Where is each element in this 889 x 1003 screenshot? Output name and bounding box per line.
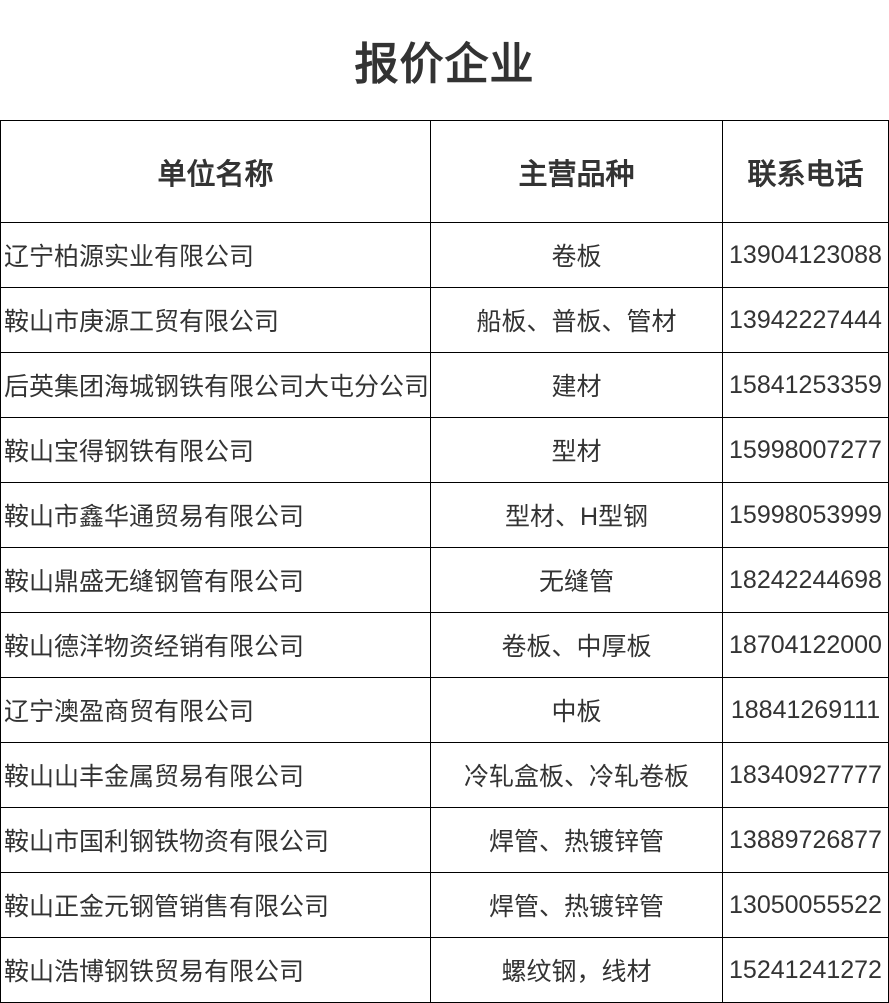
phone-cell: 15241241272 [722,937,889,1003]
company-name-cell: 鞍山山丰金属贸易有限公司 [0,742,431,808]
table-row: 鞍山浩博钢铁贸易有限公司 螺纹钢，线材 15241241272 [0,937,889,1003]
phone-cell: 18340927777 [722,742,889,808]
company-name-cell: 鞍山市鑫华通贸易有限公司 [0,482,431,548]
products-cell: 型材 [430,417,723,483]
table-body: 辽宁柏源实业有限公司 卷板 13904123088 鞍山市庚源工贸有限公司 船板… [0,222,889,1003]
table-row: 鞍山市鑫华通贸易有限公司 型材、H型钢 15998053999 [0,482,889,548]
column-header-company: 单位名称 [0,120,431,223]
phone-cell: 13942227444 [722,287,889,353]
products-cell: 卷板、中厚板 [430,612,723,678]
company-name-cell: 鞍山鼎盛无缝钢管有限公司 [0,547,431,613]
column-header-products: 主营品种 [430,120,723,223]
table-row: 鞍山德洋物资经销有限公司 卷板、中厚板 18704122000 [0,612,889,678]
phone-cell: 15998053999 [722,482,889,548]
company-name-cell: 鞍山宝得钢铁有限公司 [0,417,431,483]
table-row: 鞍山市国利钢铁物资有限公司 焊管、热镀锌管 13889726877 [0,807,889,873]
company-name-cell: 辽宁柏源实业有限公司 [0,222,431,288]
phone-cell: 18704122000 [722,612,889,678]
phone-cell: 15841253359 [722,352,889,418]
phone-cell: 15998007277 [722,417,889,483]
company-name-cell: 鞍山德洋物资经销有限公司 [0,612,431,678]
table-row: 辽宁澳盈商贸有限公司 中板 18841269111 [0,677,889,743]
products-cell: 焊管、热镀锌管 [430,872,723,938]
products-cell: 卷板 [430,222,723,288]
phone-cell: 13889726877 [722,807,889,873]
company-name-cell: 辽宁澳盈商贸有限公司 [0,677,431,743]
table-row: 鞍山市庚源工贸有限公司 船板、普板、管材 13942227444 [0,287,889,353]
company-name-cell: 鞍山正金元钢管销售有限公司 [0,872,431,938]
phone-cell: 18242244698 [722,547,889,613]
company-name-cell: 鞍山市国利钢铁物资有限公司 [0,807,431,873]
table-row: 后英集团海城钢铁有限公司大屯分公司 建材 15841253359 [0,352,889,418]
table-row: 鞍山宝得钢铁有限公司 型材 15998007277 [0,417,889,483]
products-cell: 中板 [430,677,723,743]
table-row: 鞍山鼎盛无缝钢管有限公司 无缝管 18242244698 [0,547,889,613]
company-name-cell: 后英集团海城钢铁有限公司大屯分公司 [0,352,431,418]
products-cell: 螺纹钢，线材 [430,937,723,1003]
quote-enterprise-table: 单位名称 主营品种 联系电话 辽宁柏源实业有限公司 卷板 13904123088… [0,120,889,1003]
phone-cell: 18841269111 [722,677,889,743]
products-cell: 无缝管 [430,547,723,613]
products-cell: 冷轧盒板、冷轧卷板 [430,742,723,808]
header-row: 单位名称 主营品种 联系电话 [0,120,889,223]
table-row: 鞍山山丰金属贸易有限公司 冷轧盒板、冷轧卷板 18340927777 [0,742,889,808]
company-name-cell: 鞍山市庚源工贸有限公司 [0,287,431,353]
column-header-phone: 联系电话 [722,120,889,223]
phone-cell: 13904123088 [722,222,889,288]
phone-cell: 13050055522 [722,872,889,938]
company-name-cell: 鞍山浩博钢铁贸易有限公司 [0,937,431,1003]
products-cell: 型材、H型钢 [430,482,723,548]
table-row: 辽宁柏源实业有限公司 卷板 13904123088 [0,222,889,288]
page-title: 报价企业 [354,40,535,89]
products-cell: 建材 [430,352,723,418]
products-cell: 焊管、热镀锌管 [430,807,723,873]
table-row: 鞍山正金元钢管销售有限公司 焊管、热镀锌管 13050055522 [0,872,889,938]
products-cell: 船板、普板、管材 [430,287,723,353]
